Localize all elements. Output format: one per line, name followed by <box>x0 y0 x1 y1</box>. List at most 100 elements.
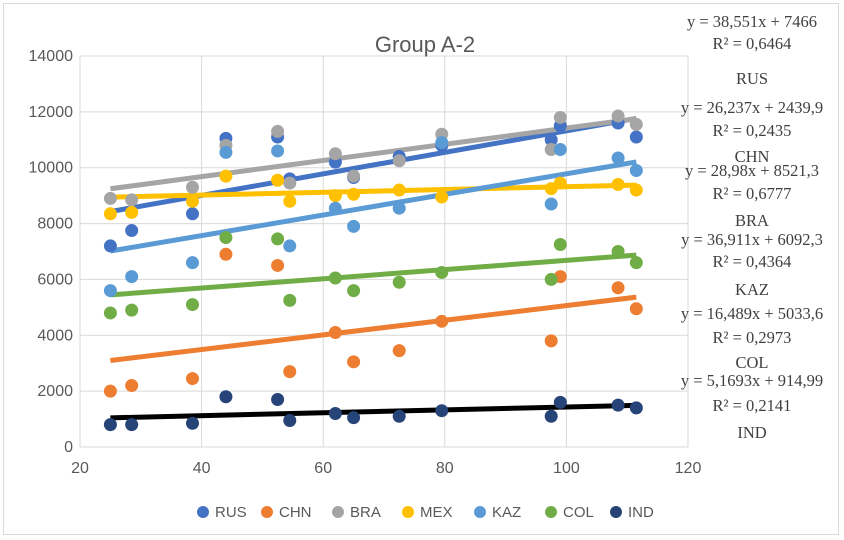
equation-ind: y = 5,1693x + 914,99 <box>681 371 823 390</box>
legend-marker <box>610 506 622 518</box>
point-mex <box>611 177 625 191</box>
legend-label: IND <box>628 504 654 521</box>
point-kaz <box>103 284 117 298</box>
point-ind <box>103 418 117 432</box>
point-chn <box>435 314 449 328</box>
point-mex <box>271 173 285 187</box>
legend: RUS CHN BRA MEX KAZ COL IND <box>197 504 654 521</box>
point-col <box>435 265 449 279</box>
legend-label: MEX <box>420 504 453 521</box>
equation-bra: y = 28,98x + 8521,3 <box>685 161 819 180</box>
legend-label: KAZ <box>492 504 521 521</box>
point-col <box>544 272 558 286</box>
point-col <box>328 271 342 285</box>
axis-tick-labels: 0 2000 4000 6000 8000 10000 12000 14000 20 40 60 80… <box>29 48 702 477</box>
legend-marker <box>332 506 344 518</box>
point-chn <box>219 247 233 261</box>
point-rus <box>125 224 139 238</box>
legend-label: RUS <box>215 504 247 521</box>
trend-label-col: COL <box>736 353 769 372</box>
equation-col: y = 16,489x + 5033,6 <box>681 304 823 323</box>
point-ind <box>271 393 285 407</box>
trendline-chn <box>110 294 637 364</box>
point-ind <box>185 416 199 430</box>
y-tick-label: 12000 <box>29 104 74 121</box>
legend-marker <box>197 506 209 518</box>
point-bra <box>347 169 361 183</box>
point-rus <box>629 130 643 144</box>
x-tick-label: 20 <box>71 460 89 477</box>
point-mex <box>435 190 449 204</box>
r2-bra: R² = 0,6777 <box>713 184 792 203</box>
point-col <box>283 293 297 307</box>
grid <box>79 55 689 448</box>
trend-label-rus: RUS <box>736 69 768 88</box>
point-chn <box>328 325 342 339</box>
trendline-col <box>110 252 637 298</box>
point-ind <box>611 398 625 412</box>
y-tick-label: 10000 <box>29 160 74 177</box>
trend-label-bra: BRA <box>735 211 769 230</box>
point-ind <box>544 409 558 423</box>
x-tick-label: 80 <box>436 460 454 477</box>
point-col <box>629 256 643 270</box>
point-kaz <box>271 144 285 158</box>
point-kaz <box>185 256 199 270</box>
legend-item-rus: RUS <box>197 504 247 521</box>
y-tick-label: 0 <box>64 439 73 456</box>
point-mex <box>283 194 297 208</box>
point-col <box>553 238 567 252</box>
trend-label-chn: CHN <box>735 147 770 166</box>
point-kaz <box>283 239 297 253</box>
equation-rus: y = 38,551x + 7466 <box>687 12 817 31</box>
trend-label-ind: IND <box>737 423 766 442</box>
point-bra <box>392 154 406 168</box>
point-chn <box>392 344 406 358</box>
point-bra <box>185 180 199 194</box>
point-col <box>125 303 139 317</box>
point-ind <box>435 404 449 418</box>
point-col <box>392 275 406 289</box>
point-chn <box>271 258 285 272</box>
legend-marker <box>545 506 557 518</box>
point-bra <box>328 147 342 161</box>
point-chn <box>544 334 558 348</box>
trendline-bra <box>110 116 637 192</box>
point-mex <box>553 176 567 190</box>
r2-rus: R² = 0,6464 <box>713 34 792 53</box>
point-ind <box>283 413 297 427</box>
point-col <box>611 245 625 258</box>
r2-kaz: R² = 0,4364 <box>713 252 792 271</box>
point-mex <box>185 194 199 208</box>
legend-marker <box>402 506 414 518</box>
point-kaz <box>629 164 643 178</box>
point-ind <box>347 411 361 425</box>
point-chn <box>125 379 139 393</box>
point-bra <box>553 110 567 124</box>
y-tick-label: 8000 <box>37 216 73 233</box>
point-chn <box>629 302 643 316</box>
x-tick-label: 120 <box>675 460 702 477</box>
legend-item-ind: IND <box>610 504 654 521</box>
point-bra <box>271 124 285 138</box>
point-chn <box>103 384 117 398</box>
point-col <box>347 284 361 298</box>
point-mex <box>347 187 361 201</box>
point-chn <box>347 355 361 369</box>
data-points <box>103 109 643 432</box>
trendline-kaz <box>109 159 637 254</box>
point-bra <box>125 193 139 207</box>
point-kaz <box>347 219 361 233</box>
trendline-ind <box>110 402 637 421</box>
legend-item-kaz: KAZ <box>474 504 521 521</box>
point-kaz <box>435 136 449 150</box>
r2-col: R² = 0,2973 <box>713 328 792 347</box>
x-tick-label: 60 <box>314 460 332 477</box>
point-rus <box>103 239 117 253</box>
point-mex <box>629 183 643 197</box>
trendline-equations: y = 38,551x + 7466 R² = 0,6464 RUS y = 26,2… <box>681 12 823 442</box>
chart-title: Group A-2 <box>375 32 475 57</box>
point-chn <box>283 365 297 379</box>
y-tick-label: 6000 <box>37 271 73 288</box>
point-col <box>271 232 285 246</box>
